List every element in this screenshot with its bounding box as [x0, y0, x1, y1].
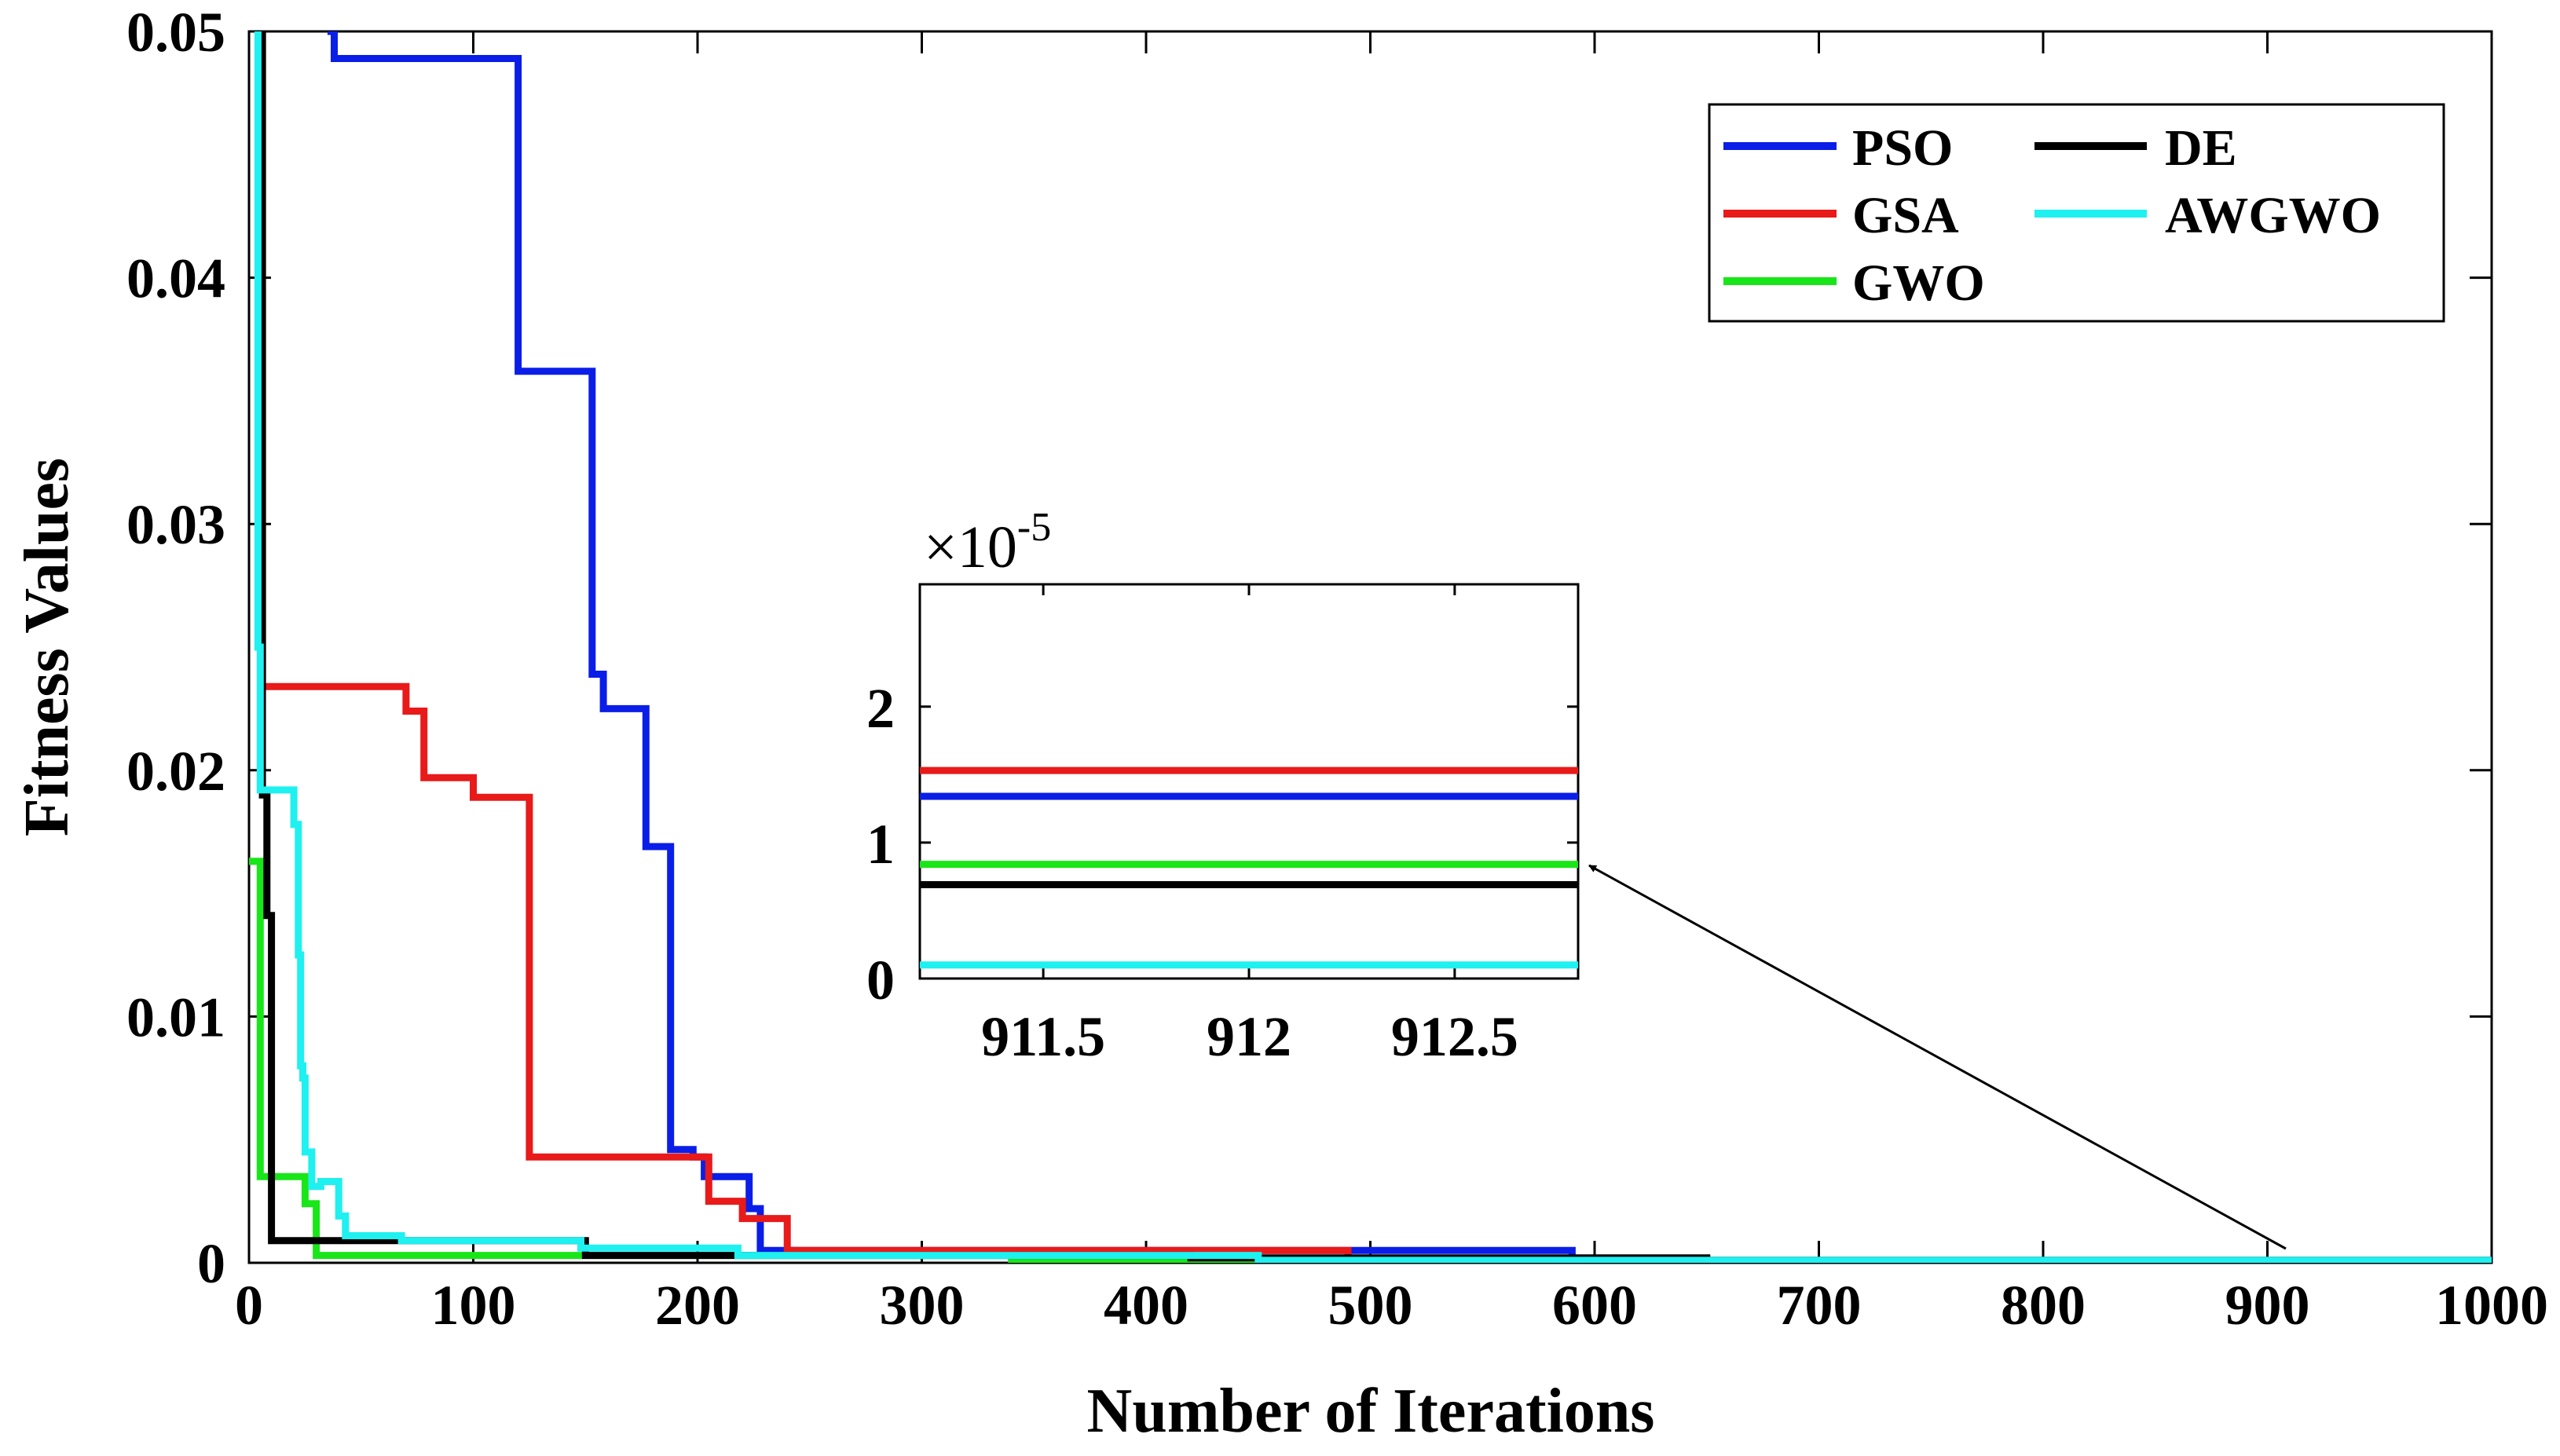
x-tick-label: 200 — [655, 1274, 740, 1337]
x-tick-label: 600 — [1552, 1274, 1637, 1337]
x-tick-label: 800 — [2001, 1274, 2086, 1337]
legend-label-de: DE — [2165, 119, 2237, 177]
legend-label-gwo: GWO — [1852, 254, 1985, 312]
x-tick-label: 500 — [1328, 1274, 1413, 1337]
series-line-gsa — [258, 31, 2492, 1263]
x-tick-label: 400 — [1104, 1274, 1188, 1337]
inset-y-tick-label: 0 — [866, 949, 895, 1012]
series-line-pso — [327, 31, 2492, 1263]
inset-x-tick-label: 912.5 — [1391, 1005, 1518, 1068]
legend-label-gsa: GSA — [1852, 187, 1959, 244]
series-line-awgwo — [254, 31, 2492, 1263]
y-tick-label: 0.05 — [126, 1, 225, 64]
x-tick-label: 100 — [431, 1274, 516, 1337]
x-axis-title: Number of Iterations — [1087, 1377, 1655, 1446]
main-x-tick-labels: 0 100 200 300 400 500 600 700 800 900 1000 — [235, 1274, 2548, 1337]
legend-label-pso: PSO — [1852, 119, 1953, 177]
inset-x-tick-label: 912 — [1207, 1005, 1291, 1068]
y-tick-label: 0.02 — [126, 740, 225, 803]
x-tick-label: 0 — [235, 1274, 263, 1337]
y-tick-label: 0.01 — [126, 986, 225, 1048]
inset-y-tick-label: 2 — [866, 677, 895, 740]
main-series-group — [249, 31, 2492, 1263]
x-tick-label: 1000 — [2435, 1274, 2548, 1337]
inset-series-group — [920, 766, 1578, 969]
y-tick-label: 0 — [197, 1232, 225, 1295]
inset-exponent-label: ×10-5 — [924, 505, 1051, 580]
inset-x-tick-label: 911.5 — [981, 1005, 1105, 1068]
legend-label-awgwo: AWGWO — [2165, 187, 2381, 244]
y-tick-label: 0.04 — [126, 247, 225, 310]
x-tick-label: 700 — [1777, 1274, 1862, 1337]
inset-y-tick-labels: 0 1 2 — [866, 677, 895, 1012]
y-axis-title: Fitness Values — [13, 458, 82, 836]
inset-y-tick-label: 1 — [866, 813, 895, 876]
main-y-tick-labels: 0 0.01 0.02 0.03 0.04 0.05 — [126, 1, 225, 1295]
legend: PSO GSA GWO DE AWGWO — [1708, 103, 2445, 323]
zoom-arrow — [1588, 864, 2287, 1250]
inset-plot-frame — [918, 583, 1580, 980]
y-tick-label: 0.03 — [126, 493, 225, 556]
inset-x-tick-labels: 911.5 912 912.5 — [981, 1005, 1518, 1068]
x-tick-label: 900 — [2225, 1274, 2310, 1337]
x-tick-label: 300 — [880, 1274, 965, 1337]
inset-ticks — [920, 584, 1578, 980]
